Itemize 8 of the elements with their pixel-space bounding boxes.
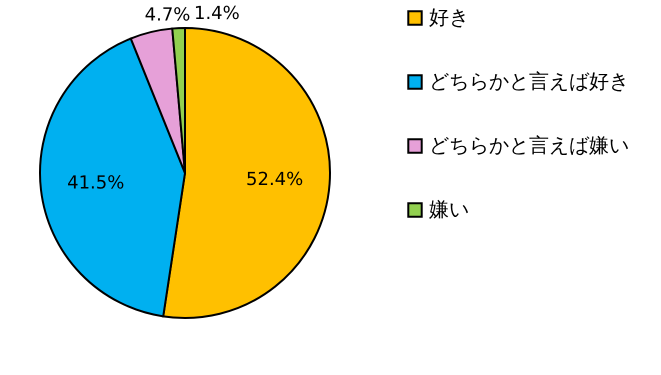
data-label: 52.4% <box>246 168 304 190</box>
legend-label: どちらかと言えば嫌い <box>429 133 629 157</box>
legend-label: 好き <box>429 5 469 29</box>
data-label: 41.5% <box>67 172 124 194</box>
legend-label: どちらかと言えば好き <box>429 69 629 93</box>
data-label: 1.4% <box>194 3 240 24</box>
legend-label: 嫌い <box>429 197 469 221</box>
data-label: 4.7% <box>144 4 190 26</box>
